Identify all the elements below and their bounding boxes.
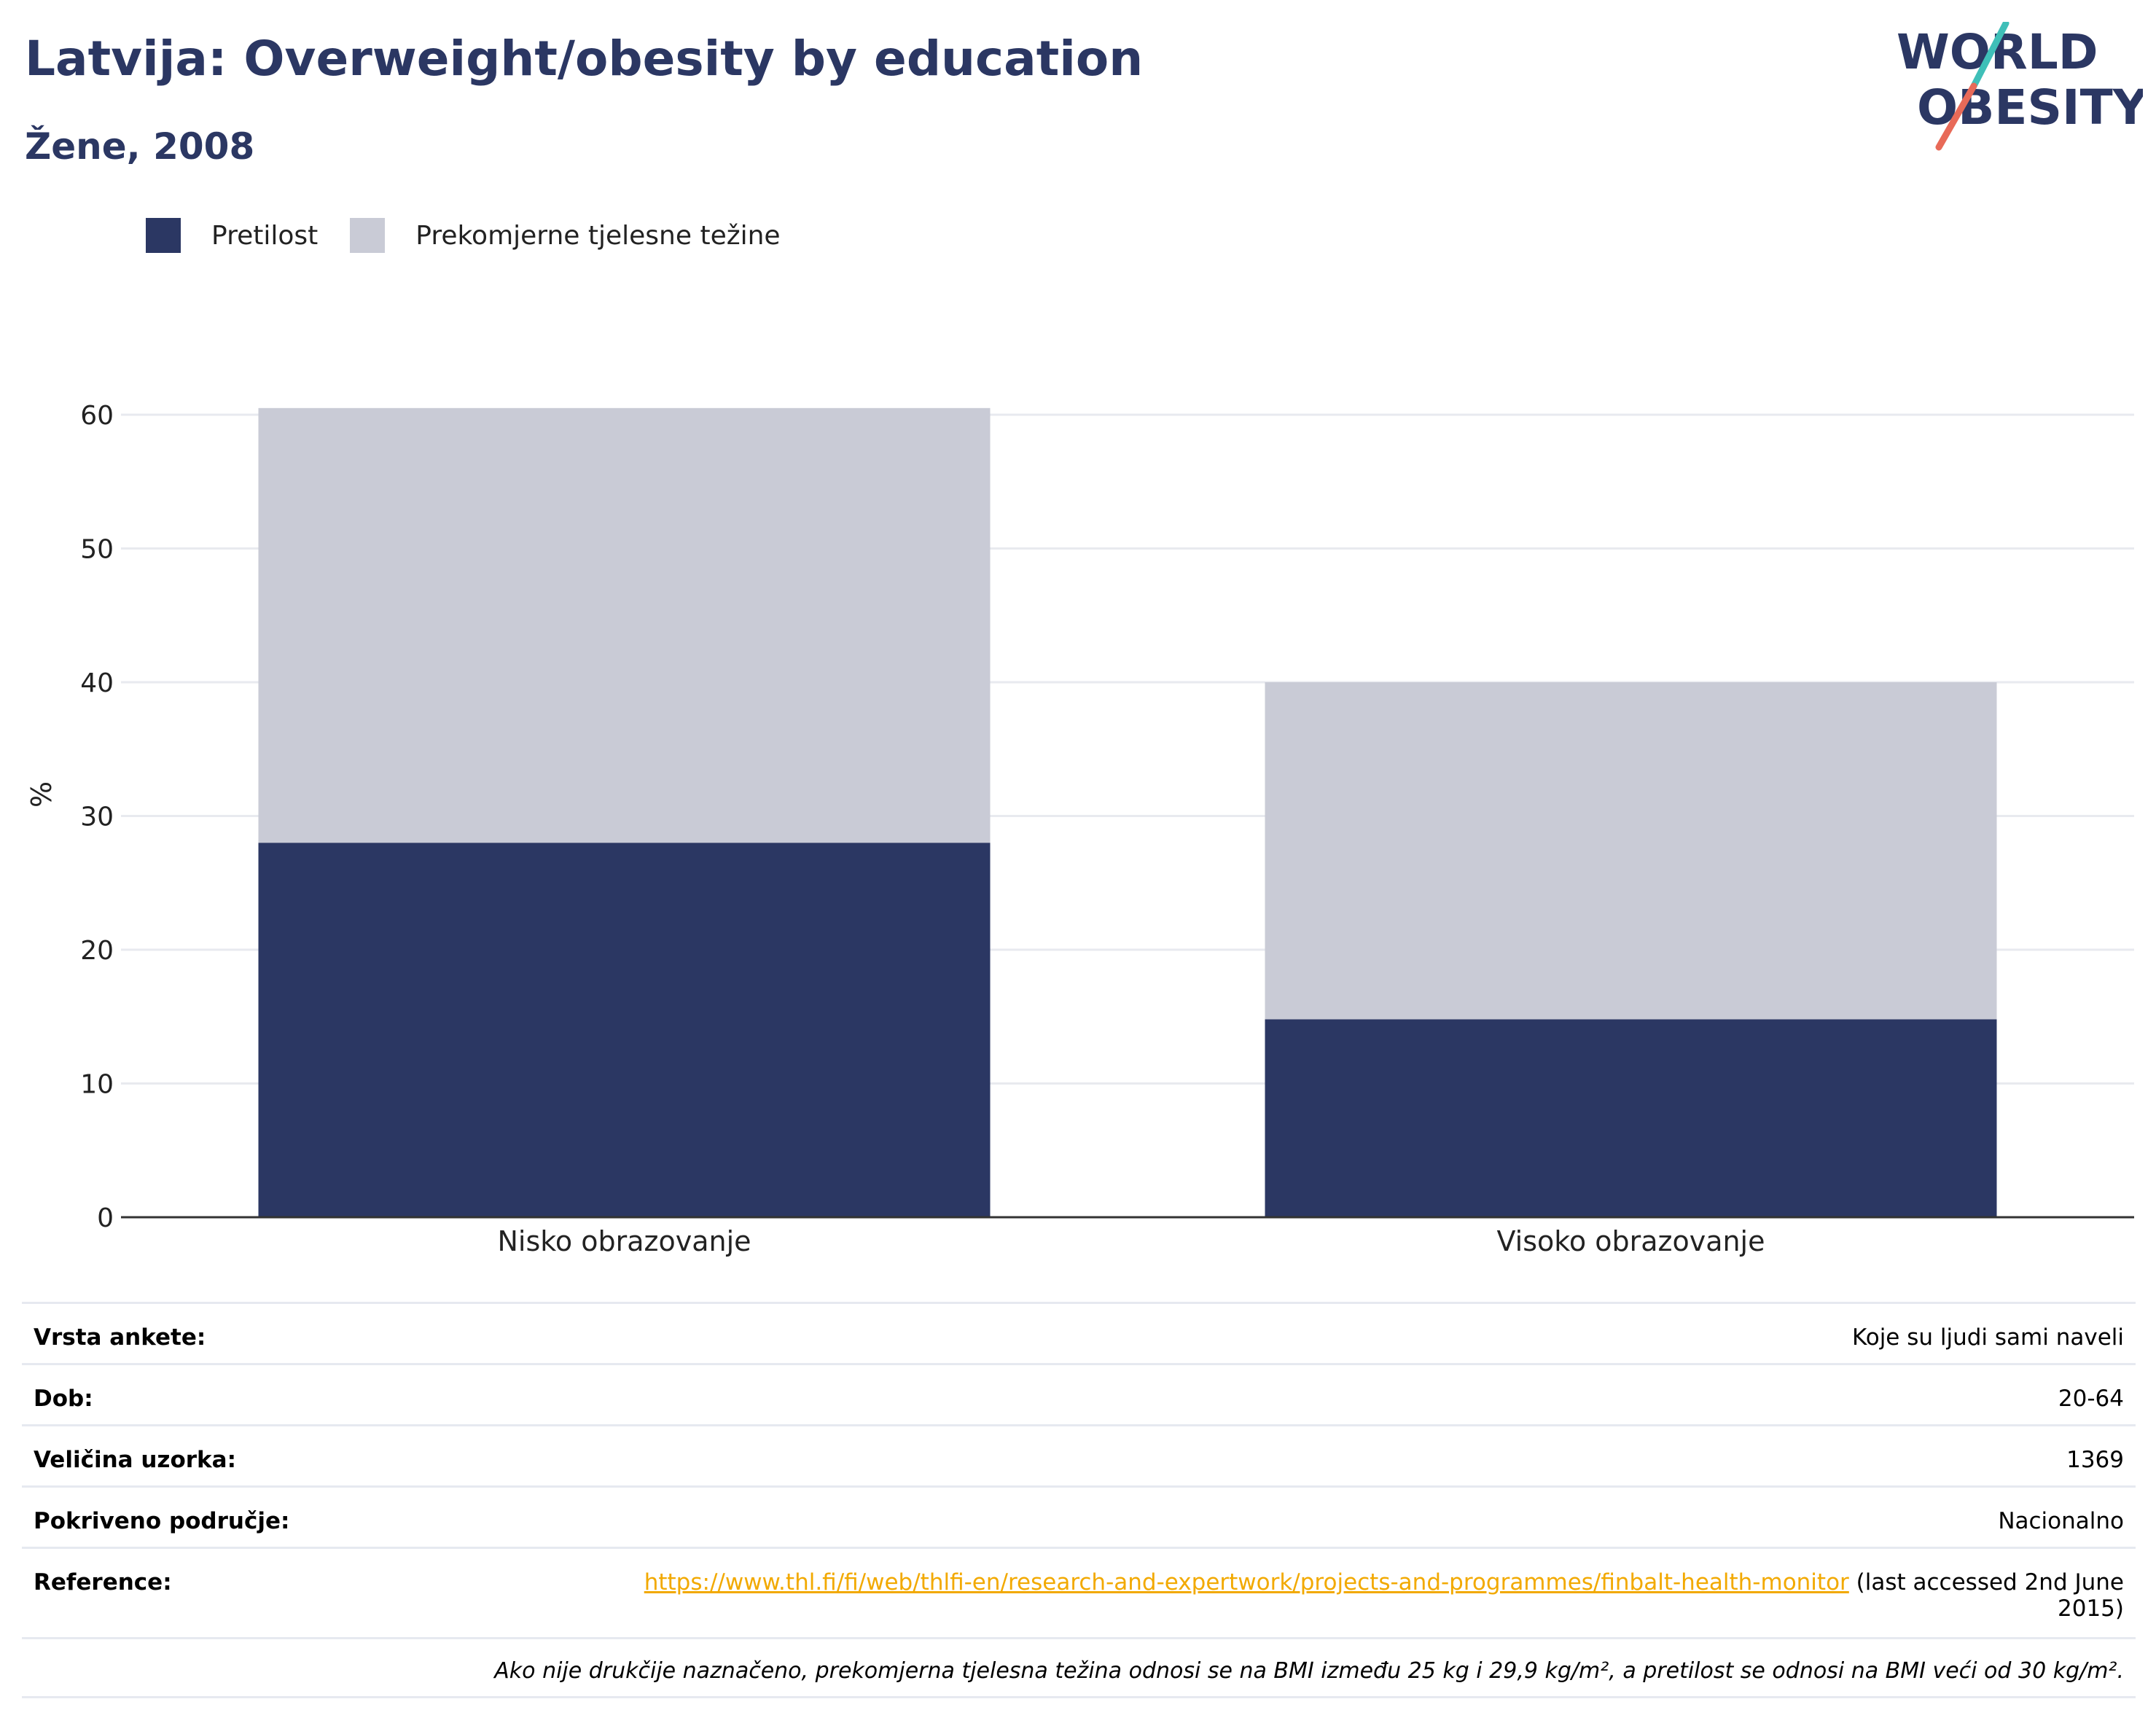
world-obesity-logo: WORLD OBESITY [1897, 22, 2143, 151]
bar-overweight-0 [258, 407, 991, 843]
reference-accessed-note: (last accessed 2nd June 2015) [1848, 1569, 2124, 1622]
info-value: Nacionalno [1998, 1508, 2124, 1534]
info-row-survey-type: Vrsta ankete: Koje su ljudi sami naveli [22, 1302, 2136, 1363]
y-tick-label: 40 [80, 668, 114, 698]
x-category-label: Visoko obrazovanje [1496, 1225, 1765, 1257]
info-row-sample-size: Veličina uzorka: 1369 [22, 1424, 2136, 1485]
y-tick-label: 0 [97, 1203, 114, 1233]
y-tick-label: 10 [80, 1070, 114, 1100]
legend-label-obesity: Pretilost [211, 220, 319, 251]
legend-label-overweight: Prekomjerne tjelesne težine [415, 220, 781, 251]
logo-slash-teal [1970, 22, 2009, 90]
chart-legend: Pretilost Prekomjerne tjelesne težine [146, 215, 813, 256]
logo-slash-coral [1935, 82, 1977, 151]
legend-item-overweight[interactable]: Prekomjerne tjelesne težine [350, 218, 781, 253]
legend-swatch-overweight [350, 218, 386, 253]
legend-item-obesity[interactable]: Pretilost [146, 218, 318, 253]
info-label: Dob: [34, 1386, 93, 1412]
chart-title: Latvija: Overweight/obesity by education [25, 31, 1144, 87]
reference-link[interactable]: https://www.thl.fi/fi/web/thlfi-en/resea… [644, 1569, 1849, 1596]
info-label: Vrsta ankete: [34, 1324, 206, 1351]
info-label: Pokriveno područje: [34, 1508, 290, 1534]
info-row-reference: Reference: https://www.thl.fi/fi/web/thl… [22, 1547, 2136, 1637]
bar-obesity-0 [258, 843, 991, 1217]
survey-info-table: Vrsta ankete: Koje su ljudi sami naveli … [22, 1302, 2136, 1698]
info-row-age: Dob: 20-64 [22, 1363, 2136, 1424]
info-label: Reference: [34, 1569, 172, 1596]
y-tick-label: 50 [80, 535, 114, 565]
chart-subtitle: Žene, 2008 [25, 125, 255, 168]
info-row-coverage: Pokriveno područje: Nacionalno [22, 1485, 2136, 1547]
info-label: Veličina uzorka: [34, 1447, 236, 1473]
x-category-label: Nisko obrazovanje [497, 1225, 751, 1257]
legend-swatch-obesity [146, 218, 181, 253]
info-value: 20-64 [2058, 1386, 2124, 1412]
y-tick-label: 60 [80, 401, 114, 431]
info-value: 1369 [2066, 1447, 2124, 1473]
y-tick-label: 30 [80, 802, 114, 832]
bar-overweight-1 [1265, 682, 1997, 1020]
bmi-definition-note: Ako nije drukčije naznačeno, prekomjerna… [22, 1637, 2136, 1698]
logo-line-obesity: OBESITY [1917, 79, 2143, 136]
bar-obesity-1 [1265, 1019, 1997, 1217]
y-axis-title: % [26, 781, 58, 808]
bar-chart: 0 10 20 30 40 50 60% Nisko obrazovanje Visoko ob… [26, 401, 2134, 1257]
info-value: Koje su ljudi sami naveli [1851, 1324, 2124, 1351]
reference-value: https://www.thl.fi/fi/web/thlfi-en/resea… [579, 1569, 2124, 1622]
y-tick-label: 20 [80, 936, 114, 966]
